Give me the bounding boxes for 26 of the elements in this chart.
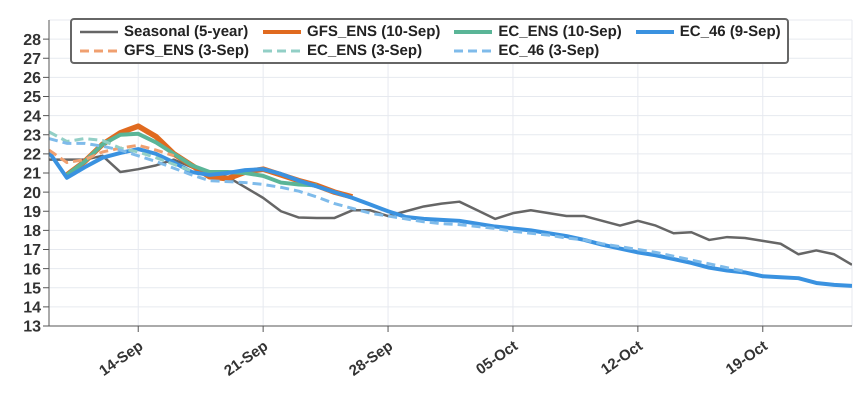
line-series xyxy=(49,130,194,173)
legend-label: EC_ENS (10-Sep) xyxy=(498,23,622,40)
y-tick-label: 25 xyxy=(23,89,42,106)
y-tick-label: 20 xyxy=(23,184,42,202)
legend-label: EC_46 (3-Sep) xyxy=(498,42,600,59)
line-series xyxy=(49,144,176,164)
y-tick-label: 13 xyxy=(23,318,42,336)
y-tick-label: 23 xyxy=(23,127,42,144)
y-tick-label: 17 xyxy=(23,242,42,260)
y-tick-label: 19 xyxy=(23,204,42,221)
legend-label: EC_46 (9-Sep) xyxy=(680,23,781,40)
y-tick-label: 24 xyxy=(23,108,42,126)
y-tick-label: 21 xyxy=(23,166,42,183)
legend-label: Seasonal (5-year) xyxy=(124,23,248,40)
legend-label: EC_ENS (3-Sep) xyxy=(307,42,422,59)
legend-label: GFS_ENS (3-Sep) xyxy=(124,42,250,59)
y-tick-label: 26 xyxy=(23,70,42,88)
legend-label: GFS_ENS (10-Sep) xyxy=(307,23,440,40)
y-tick-label: 15 xyxy=(23,280,42,298)
y-tick-label: 16 xyxy=(23,261,42,278)
y-tick-label: 28 xyxy=(23,32,42,49)
y-tick-label: 22 xyxy=(23,146,42,164)
y-tick-label: 18 xyxy=(23,223,42,240)
y-tick-label: 27 xyxy=(23,50,42,68)
line-series xyxy=(49,147,852,288)
y-tick-label: 14 xyxy=(23,300,42,317)
